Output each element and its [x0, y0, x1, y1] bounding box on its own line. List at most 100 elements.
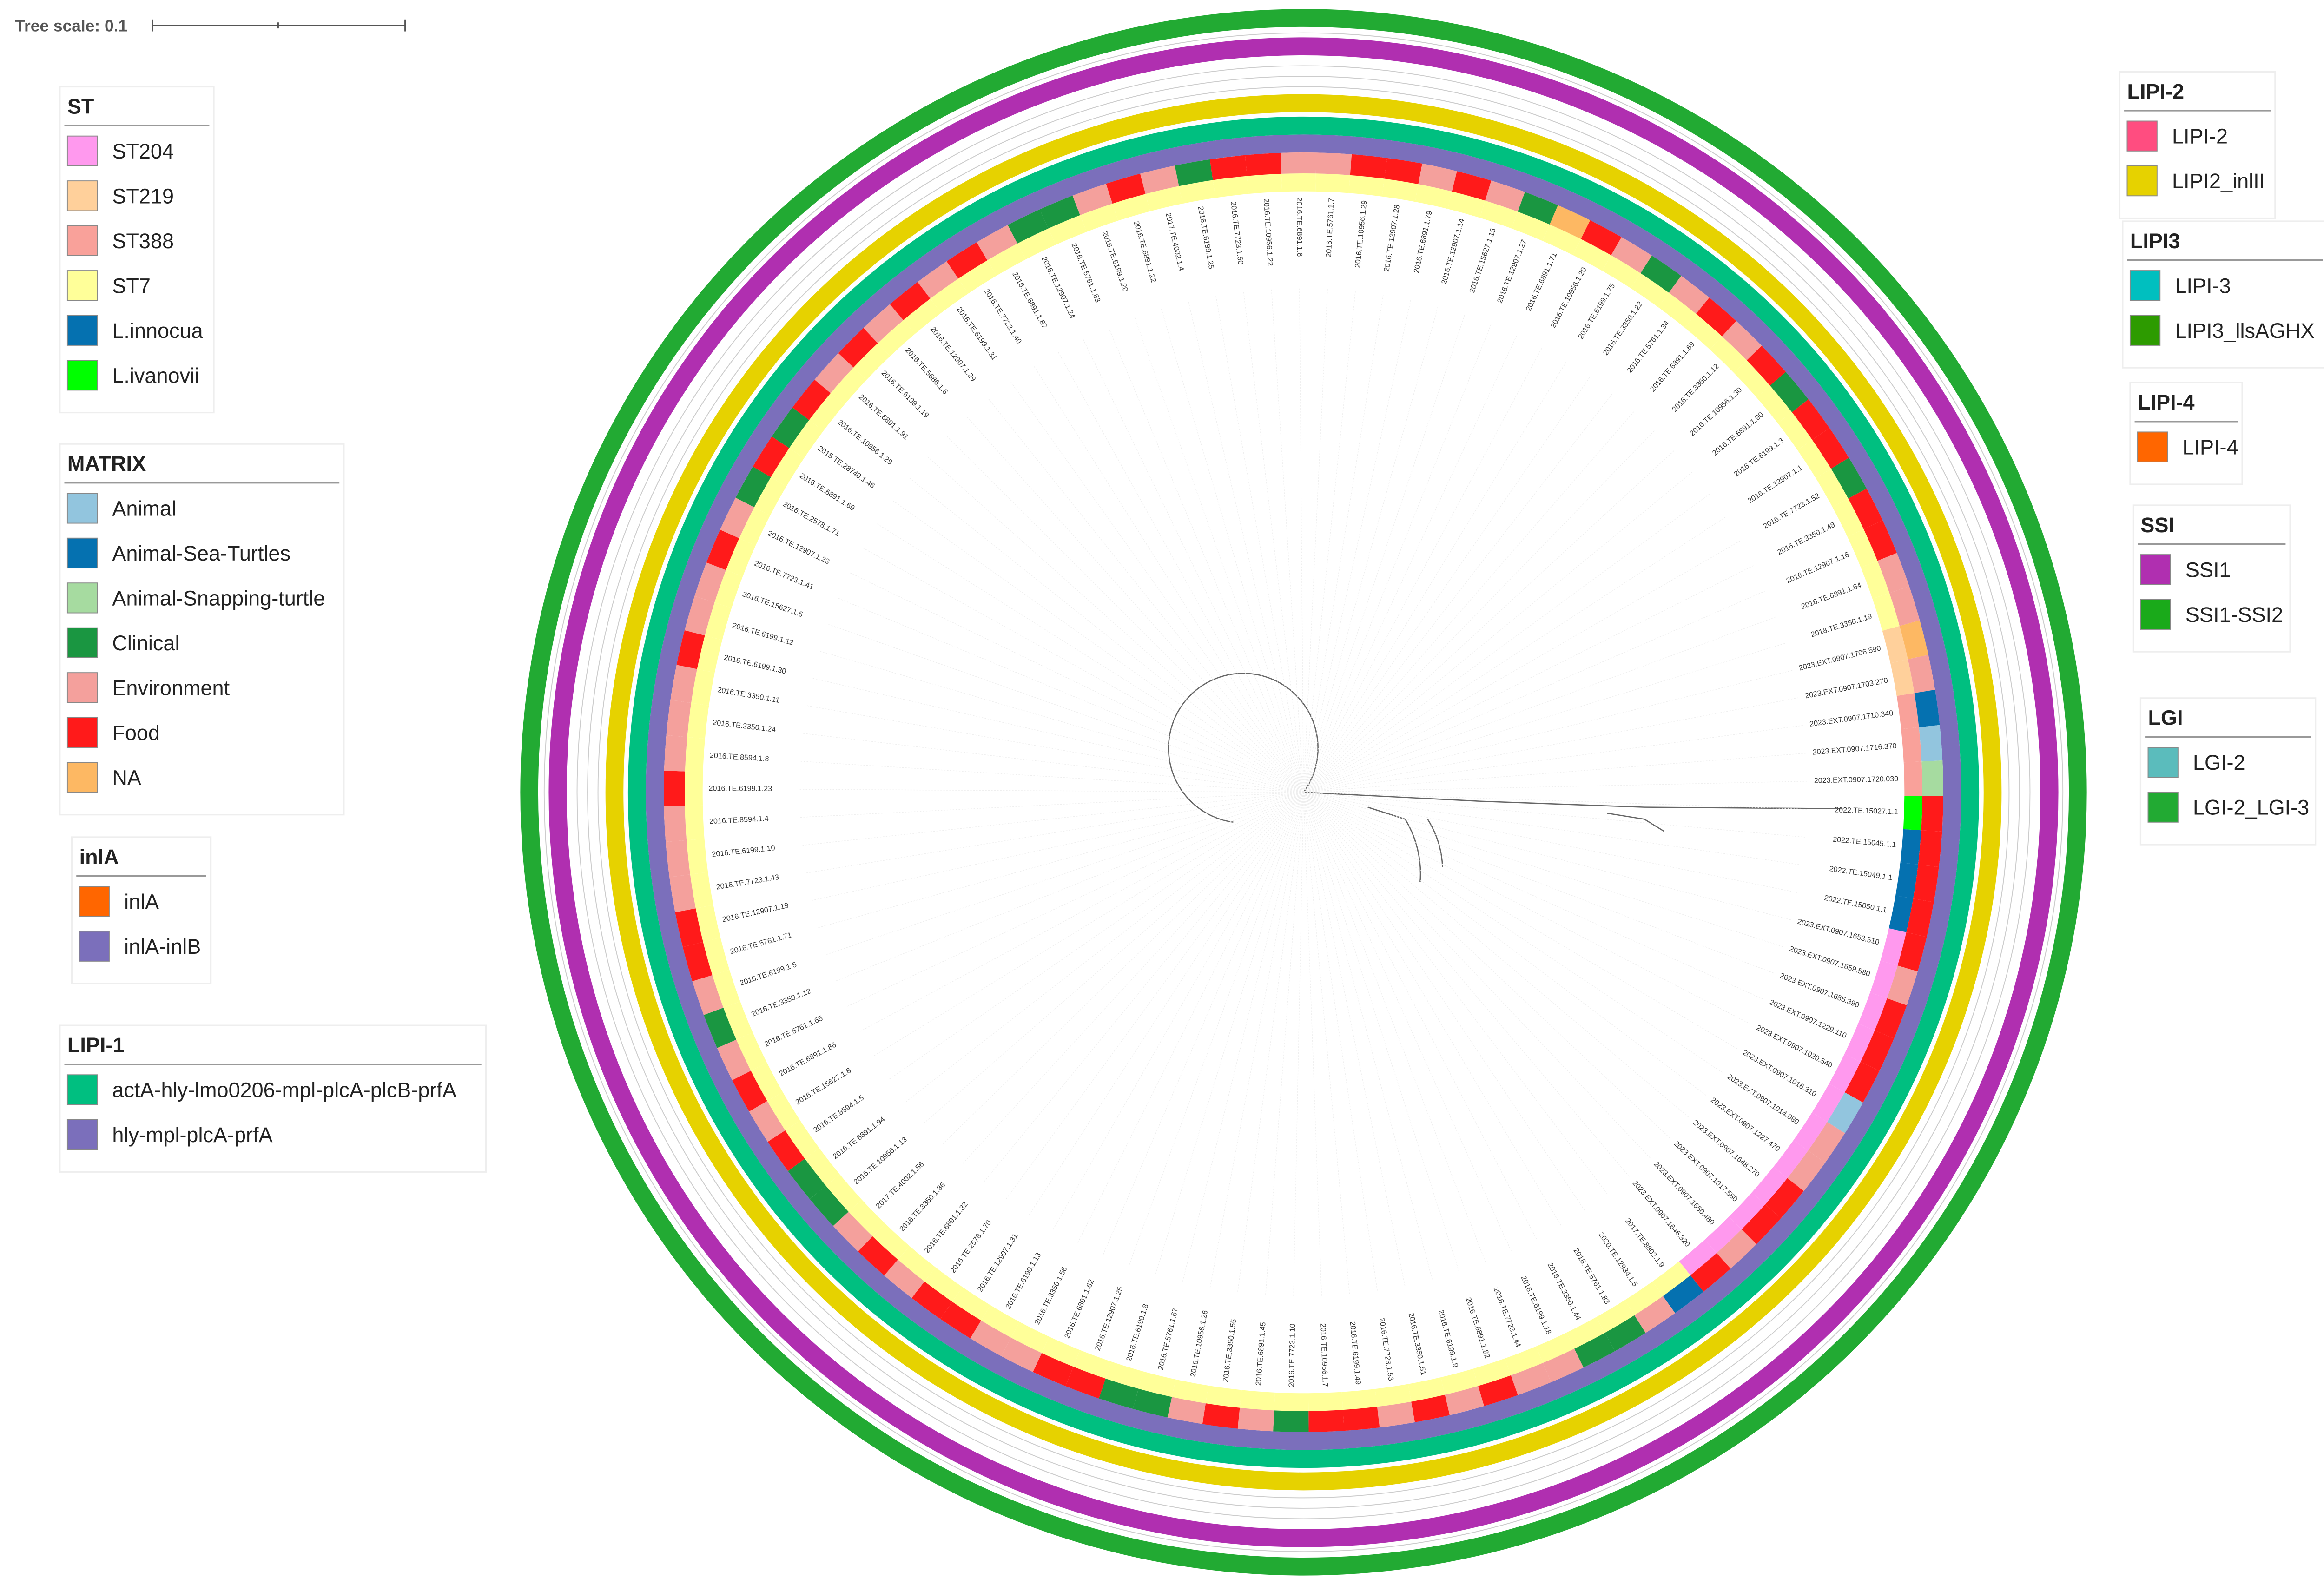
st-cell [1882, 626, 1908, 663]
leaf-label: 2023.EXT.0907.1703.270 [1804, 676, 1889, 700]
st-cell [872, 1223, 910, 1260]
st-cell [703, 938, 730, 975]
leaf-guide [1303, 792, 1724, 1074]
leaf-guide [1005, 792, 1304, 1201]
matrix-cell [1746, 345, 1786, 386]
matrix-cell [1065, 1367, 1106, 1399]
lipi2-ring [605, 94, 2002, 1491]
legend-label: L.ivanovii [112, 363, 199, 387]
legend-swatch [2126, 120, 2158, 152]
leaf-label: 2016.TE.2578.1.71 [781, 500, 841, 538]
st-cell [1112, 194, 1150, 221]
st-cell [903, 298, 941, 334]
leaf-guide [961, 792, 1304, 1165]
leaf-label: 2023.EXT.0907.1710.340 [1809, 709, 1894, 728]
st-cell [1812, 1083, 1845, 1122]
st-cell [1042, 1336, 1080, 1367]
leaf-guide [825, 792, 1304, 955]
leaf-guide [1303, 725, 1804, 793]
st-cell [1829, 1054, 1861, 1093]
tree-scale-label: Tree scale: 0.1 [15, 17, 127, 35]
leaf-guide [1303, 616, 1777, 793]
matrix-cell [1812, 428, 1849, 469]
leaf-label: 2016.TE.6891.1.86 [778, 1041, 838, 1078]
matrix-cell [918, 261, 958, 299]
leaf-label: 2016.TE.3350.1.56 [1033, 1265, 1069, 1326]
leaf-guide [1303, 449, 1676, 793]
leaf-label: 2016.TE.6199.1.19 [880, 369, 931, 419]
matrix-cell [1099, 1378, 1139, 1409]
leaf-label: 2016.TE.3350.1.24 [712, 718, 776, 734]
leaf-guide [908, 477, 1304, 793]
st-cell [685, 805, 705, 840]
matrix-cell [1485, 180, 1525, 212]
matrix-cell [692, 975, 724, 1015]
st-cell [1408, 1377, 1445, 1402]
st-cell [751, 1063, 783, 1101]
matrix-cell [753, 436, 789, 477]
st-cell [695, 905, 721, 942]
leaf-guide [1303, 564, 1755, 793]
matrix-cell [1787, 1150, 1825, 1191]
leaf-guide [1303, 410, 1635, 793]
legend-label: SSI1 [2185, 558, 2231, 581]
leaf-guide [1303, 376, 1591, 793]
leaf-guide [1303, 697, 1800, 793]
leaf-guide [837, 597, 1304, 793]
legend-swatch [2137, 431, 2168, 462]
legend-swatch [66, 1074, 98, 1105]
st-cell [691, 669, 715, 706]
matrix-cell [684, 596, 715, 636]
leaf-label: 2016.TE.12907.1.24 [1040, 255, 1077, 320]
legend-swatch [66, 270, 98, 301]
leaf-label: 2016.TE.6891.1.87 [1010, 271, 1049, 330]
legend-swatch [66, 315, 98, 346]
legend-swatch [79, 886, 110, 917]
st-cell [1172, 1379, 1209, 1404]
leaf-guide [1033, 365, 1304, 793]
leaf-guide [1303, 334, 1518, 793]
leaf-guide [1303, 792, 1512, 1253]
matrix-cell [664, 771, 685, 806]
st-cell [987, 243, 1026, 276]
leaf-guide [1303, 792, 1804, 866]
lgi-ring [520, 9, 2087, 1576]
st-cell [1729, 1192, 1765, 1229]
leaf-label: 2016.TE.6199.1.75 [1577, 282, 1617, 341]
st-cell [1382, 178, 1419, 202]
matrix-cell [788, 1158, 826, 1199]
matrix-cell [1418, 163, 1457, 192]
matrix-cell [1669, 276, 1710, 314]
leaf-guide [801, 733, 1304, 793]
leaf-guide [1303, 792, 1765, 1000]
st-cell [697, 635, 722, 673]
matrix-cell [1511, 1363, 1552, 1395]
matrix-cell [792, 379, 831, 420]
legend-label: NA [112, 766, 141, 789]
leaf-guide [818, 650, 1304, 793]
leaf-label: 2016.TE.3350.1.44 [1546, 1262, 1583, 1322]
matrix-cell [682, 942, 713, 982]
matrix-cell [1175, 159, 1213, 186]
st-cell [1440, 1368, 1479, 1395]
st-cell [1896, 693, 1919, 729]
leaf-label: 2016.TE.7723.1.44 [1492, 1286, 1523, 1348]
matrix-cell [1350, 154, 1387, 179]
leaf-guide [1303, 753, 1808, 793]
leaf-guide [1303, 429, 1656, 793]
leaf-guide [848, 572, 1304, 793]
st-cell [1734, 360, 1770, 397]
st-cell [771, 448, 805, 487]
leaf-guide [945, 435, 1304, 793]
legend-label: Environment [112, 676, 230, 700]
matrix-cell [1384, 158, 1422, 185]
matrix-cell [666, 840, 690, 878]
st-cell [1247, 173, 1282, 194]
leaf-guide [1303, 792, 1562, 1227]
leaf-label: 2017.TE.4002.1.56 [874, 1160, 925, 1210]
matrix-cell [863, 304, 904, 344]
st-cell [1566, 1317, 1605, 1349]
legend-label: Food [112, 721, 160, 745]
leaf-guide [835, 792, 1304, 982]
legend-label: LIPI-2 [2172, 125, 2228, 148]
